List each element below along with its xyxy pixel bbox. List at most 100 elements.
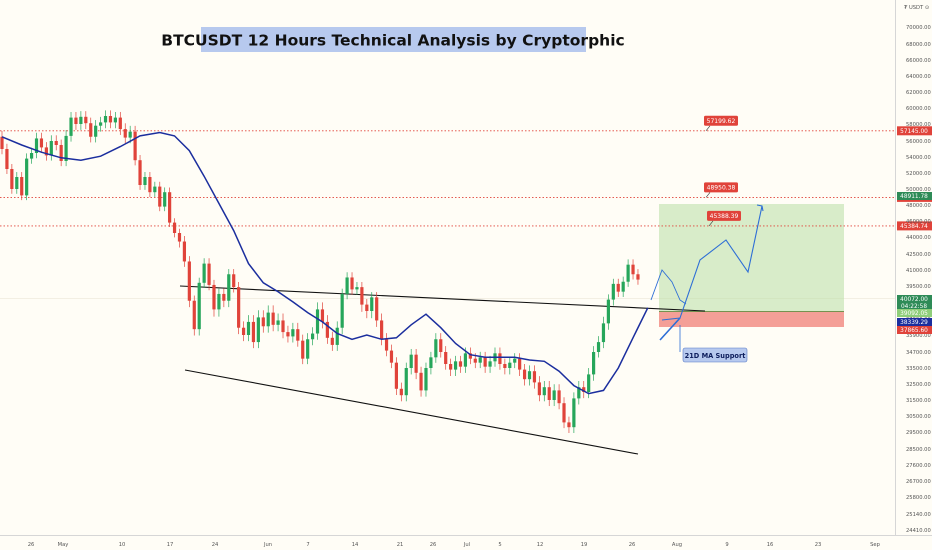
y-tick-label: 41000.00 [906, 268, 931, 274]
recent-move-path [650, 269, 687, 305]
candle-body [611, 283, 615, 300]
axis-price-badge [897, 309, 932, 317]
axis-price-badge [897, 318, 932, 326]
candle-body [207, 263, 211, 285]
moving-average-line [1, 131, 649, 395]
x-tick-label: 26 [430, 542, 437, 548]
level-axis-badge [897, 126, 932, 136]
candle-body [488, 361, 492, 367]
candle-body [587, 374, 591, 392]
ma-support-arrow [659, 317, 681, 341]
candle-body [503, 364, 507, 368]
x-tick-label: 17 [167, 542, 174, 548]
candle-body [123, 129, 127, 138]
y-tick-label: 30500.00 [906, 414, 931, 420]
axis-price-badge-label: 37865.60 [900, 328, 928, 334]
candle-body [621, 281, 625, 292]
candle-body [133, 131, 137, 161]
y-tick-label: 42500.00 [906, 252, 931, 258]
x-tick-label: 19 [581, 542, 588, 548]
candle-body [404, 368, 408, 396]
projection-arrowhead [756, 204, 764, 212]
title-background [201, 27, 586, 52]
candle-body [394, 362, 398, 389]
candle-body [227, 274, 231, 301]
candle-body [498, 353, 502, 364]
trade-zones [659, 204, 844, 327]
y-tick-label: 28500.00 [906, 447, 931, 453]
y-tick-label: 25800.00 [906, 495, 931, 501]
candle-body [148, 177, 152, 193]
candle-body [222, 293, 226, 301]
candle-body [49, 141, 53, 156]
candles [0, 110, 640, 433]
candle-body [527, 371, 532, 380]
level-axis-label: 57145.00 [900, 129, 928, 135]
candle-body [399, 388, 403, 396]
candle-body [281, 320, 285, 333]
y-tick-label: 33500.00 [906, 366, 931, 372]
candle-body [513, 358, 517, 363]
axis-price-badge-label: 39092.05 [900, 311, 928, 317]
candle-body [522, 369, 527, 380]
candle-body [256, 317, 260, 343]
level-box [707, 210, 741, 221]
x-tick-label: Jun [263, 542, 272, 548]
candle-body [434, 339, 438, 358]
candle-body [79, 116, 83, 124]
candle-body [389, 350, 394, 363]
candle-body [557, 390, 561, 404]
candle-body [128, 131, 132, 138]
x-tick-label: 10 [119, 542, 126, 548]
candle-body [10, 169, 14, 189]
candle-body [69, 117, 73, 136]
axis-price-badge [897, 192, 932, 200]
x-axis-ticks: 26 May 10 17 24 Jun 7 14 21 26 Jul 5 12 19 26 Aug 9 16 23 S… [28, 542, 881, 548]
level-axis-label: 45384.74 [900, 224, 928, 230]
x-tick-label: 26 [28, 542, 35, 548]
candle-body [463, 353, 468, 367]
candle-body [168, 192, 172, 223]
x-tick-label: 24 [212, 542, 219, 548]
candle-body [177, 233, 182, 242]
level-box-label: 48950.38 [707, 184, 736, 191]
level-pointer [705, 192, 711, 198]
candle-body [547, 387, 551, 400]
candle-body [187, 261, 191, 301]
candle-body [310, 333, 315, 340]
candle-body [577, 387, 581, 399]
y-tick-label: 26700.00 [906, 479, 931, 485]
candle-body [532, 371, 537, 383]
candle-body [64, 135, 68, 161]
y-tick-label: 52000.00 [906, 171, 931, 177]
candle-body [15, 177, 19, 189]
level-axis-badge [897, 221, 932, 231]
x-tick-label: 7 [306, 542, 309, 548]
y-tick-label: 46000.00 [906, 219, 931, 225]
level-box [704, 182, 738, 193]
candle-body [113, 117, 117, 123]
candle-body [606, 299, 610, 324]
x-tick-label: 16 [767, 542, 774, 548]
candle-body [596, 342, 601, 352]
candle-body [350, 277, 354, 290]
y-tick-label: 64000.00 [906, 74, 931, 80]
candle-body [74, 117, 78, 124]
y-tick-label: 31500.00 [906, 398, 931, 404]
y-tick-label: 27600.00 [906, 463, 931, 469]
candle-body [20, 177, 24, 196]
y-tick-label: 66000.00 [906, 58, 931, 64]
candle-body [439, 339, 443, 352]
level-pointer [705, 125, 711, 131]
candle-body [29, 153, 34, 159]
candle-body [103, 116, 108, 123]
y-tick-label: 35900.00 [906, 333, 931, 339]
trendlines [179, 285, 706, 455]
candle-body [419, 372, 423, 391]
level-box [704, 115, 738, 126]
candle-body [320, 309, 325, 322]
candle-body [429, 357, 433, 368]
x-tick-label: 12 [537, 542, 544, 548]
